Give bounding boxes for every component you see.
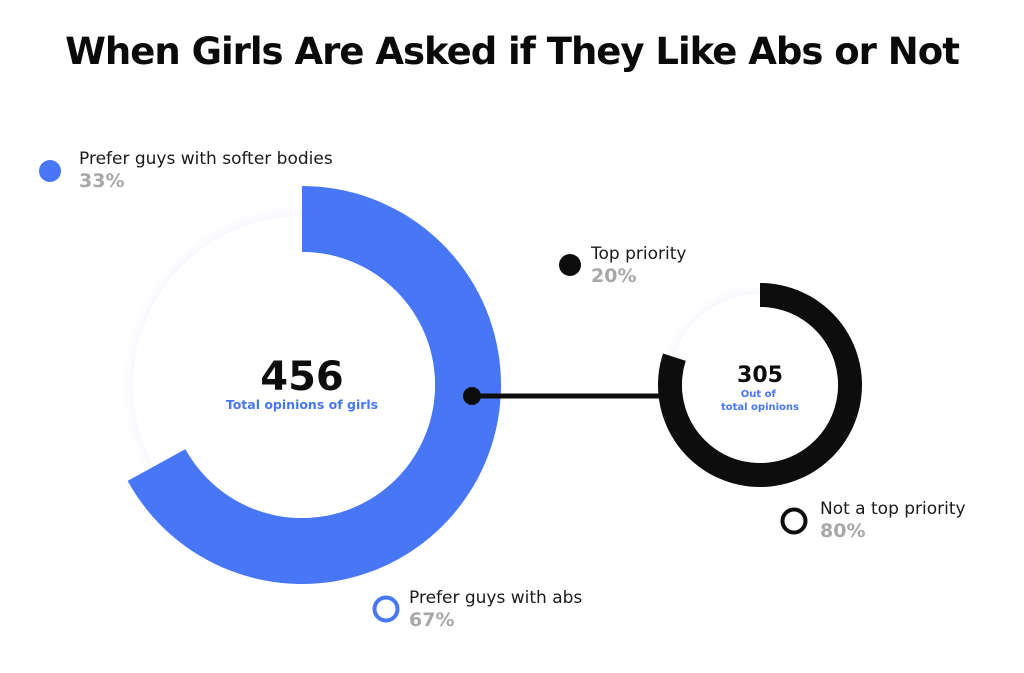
legend-softer-label: Prefer guys with softer bodies [79,149,333,169]
small-center-value: 305 [737,363,783,388]
big-slice-prefer-guys-with-abs [127,186,501,584]
big-center-value: 456 [260,354,344,400]
legend-marker-abs [372,595,400,623]
big-donut [127,186,501,584]
legend-abs-percent: 67% [409,609,455,631]
legend-top-priority: Top priority 20% [591,244,686,288]
legend-marker-softer [39,160,61,182]
legend-not-top-priority-percent: 80% [820,520,866,542]
legend-marker-not-top-priority [780,507,808,535]
small-slice-top-priority [673,294,760,361]
small-donut [658,283,863,487]
big-slice-prefer-guys-with-softer-bodies [132,216,302,467]
legend-top-priority-percent: 20% [591,265,637,287]
legend-top-priority-label: Top priority [591,244,687,264]
legend-marker-top-priority [559,254,581,276]
legend-softer-percent: 33% [79,170,125,192]
legend-not-top-priority-label: Not a top priority [820,499,966,519]
legend-not-top-priority: Not a top priority 80% [820,499,966,543]
legend-softer: Prefer guys with softer bodies 33% [79,149,333,193]
connector-dot [463,387,481,405]
big-center-label: Total opinions of girls [226,397,378,412]
legend-abs-label: Prefer guys with abs [409,588,583,608]
legend-abs: Prefer guys with abs 67% [409,588,582,632]
small-center-label: Out of total opinions [721,389,799,413]
chart-title: When Girls Are Asked if They Like Abs or… [65,30,960,73]
